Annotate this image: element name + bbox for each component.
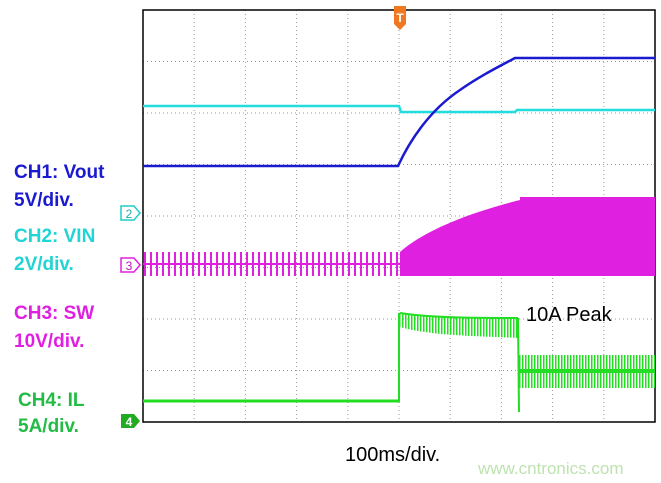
ch2-marker: 2 [120, 205, 141, 221]
ch3-scale: 10V/div. [14, 331, 84, 352]
ch4-scale: 5A/div. [18, 416, 79, 437]
ch4-marker: 4 [121, 414, 140, 429]
ch2-trace [143, 104, 655, 114]
ch4-trace-high [400, 313, 518, 338]
ch1-scale: 5V/div. [14, 190, 74, 211]
ch2-marker-label: 2 [126, 207, 133, 221]
ch4-drop [517, 317, 520, 413]
watermark: www.cntronics.com [477, 459, 623, 478]
ch4-envelope [399, 312, 519, 319]
ch1-name: CH1: Vout [14, 162, 105, 183]
ch2-scale: 2V/div. [14, 254, 74, 275]
trigger-label: T [396, 11, 404, 25]
ch3-marker: 3 [120, 257, 141, 273]
trigger-marker: T [394, 6, 406, 30]
ch3-marker-label: 3 [126, 259, 133, 273]
ch2-name: CH2: VIN [14, 226, 95, 247]
timebase: 100ms/div. [345, 444, 440, 466]
ch3-name: CH3: SW [14, 303, 94, 324]
ch3-trace-post [400, 197, 655, 276]
ch4-name: CH4: IL [18, 390, 85, 411]
ch4-marker-label: 4 [126, 415, 133, 429]
peak-annotation: 10A Peak [526, 304, 613, 326]
ch1-trace [143, 56, 655, 168]
